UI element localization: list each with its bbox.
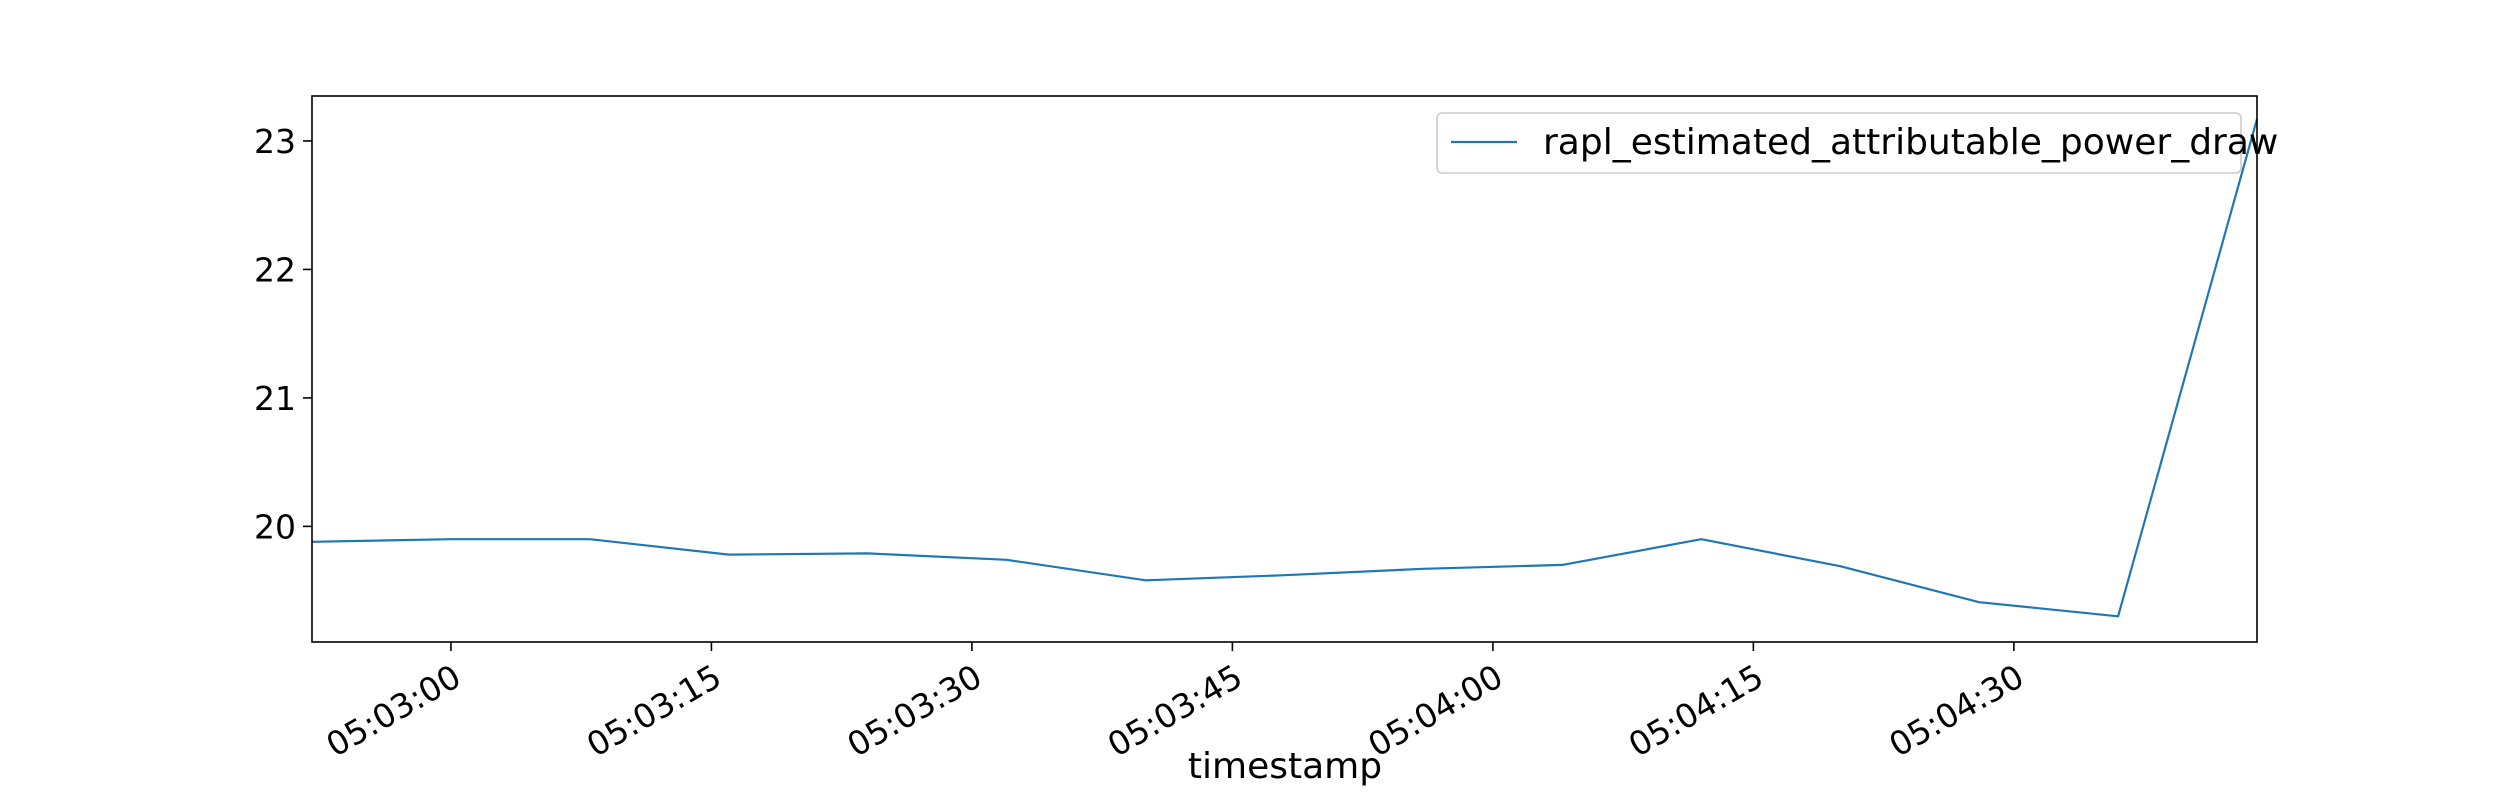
x-tick-label: 05:03:15 [580,657,728,765]
x-tick-label: 05:03:30 [840,657,988,765]
x-tick-label: 05:04:00 [1361,657,1509,765]
y-tick-label: 23 [254,122,296,161]
legend: rapl_estimated_attributable_power_draw [1436,112,2278,174]
x-axis: 05:03:00 05:03:15 05:03:30 05:03:45 05:04:00… [319,642,2030,765]
x-axis-title: timestamp [1188,746,1382,787]
legend-label: rapl_estimated_attributable_power_draw [1543,122,2278,163]
x-tick-label: 05:04:15 [1622,657,1770,765]
plot-area [312,96,2257,642]
plot-frame [311,95,2258,643]
x-tick-label: 05:04:30 [1882,657,2030,765]
y-tick-label: 22 [254,250,296,289]
y-tick-label: 21 [254,379,296,418]
x-tick-label: 05:03:00 [319,657,467,765]
y-axis: 20 21 22 23 [254,122,312,546]
legend-box [1436,112,2242,174]
y-tick-label: 20 [254,507,296,546]
